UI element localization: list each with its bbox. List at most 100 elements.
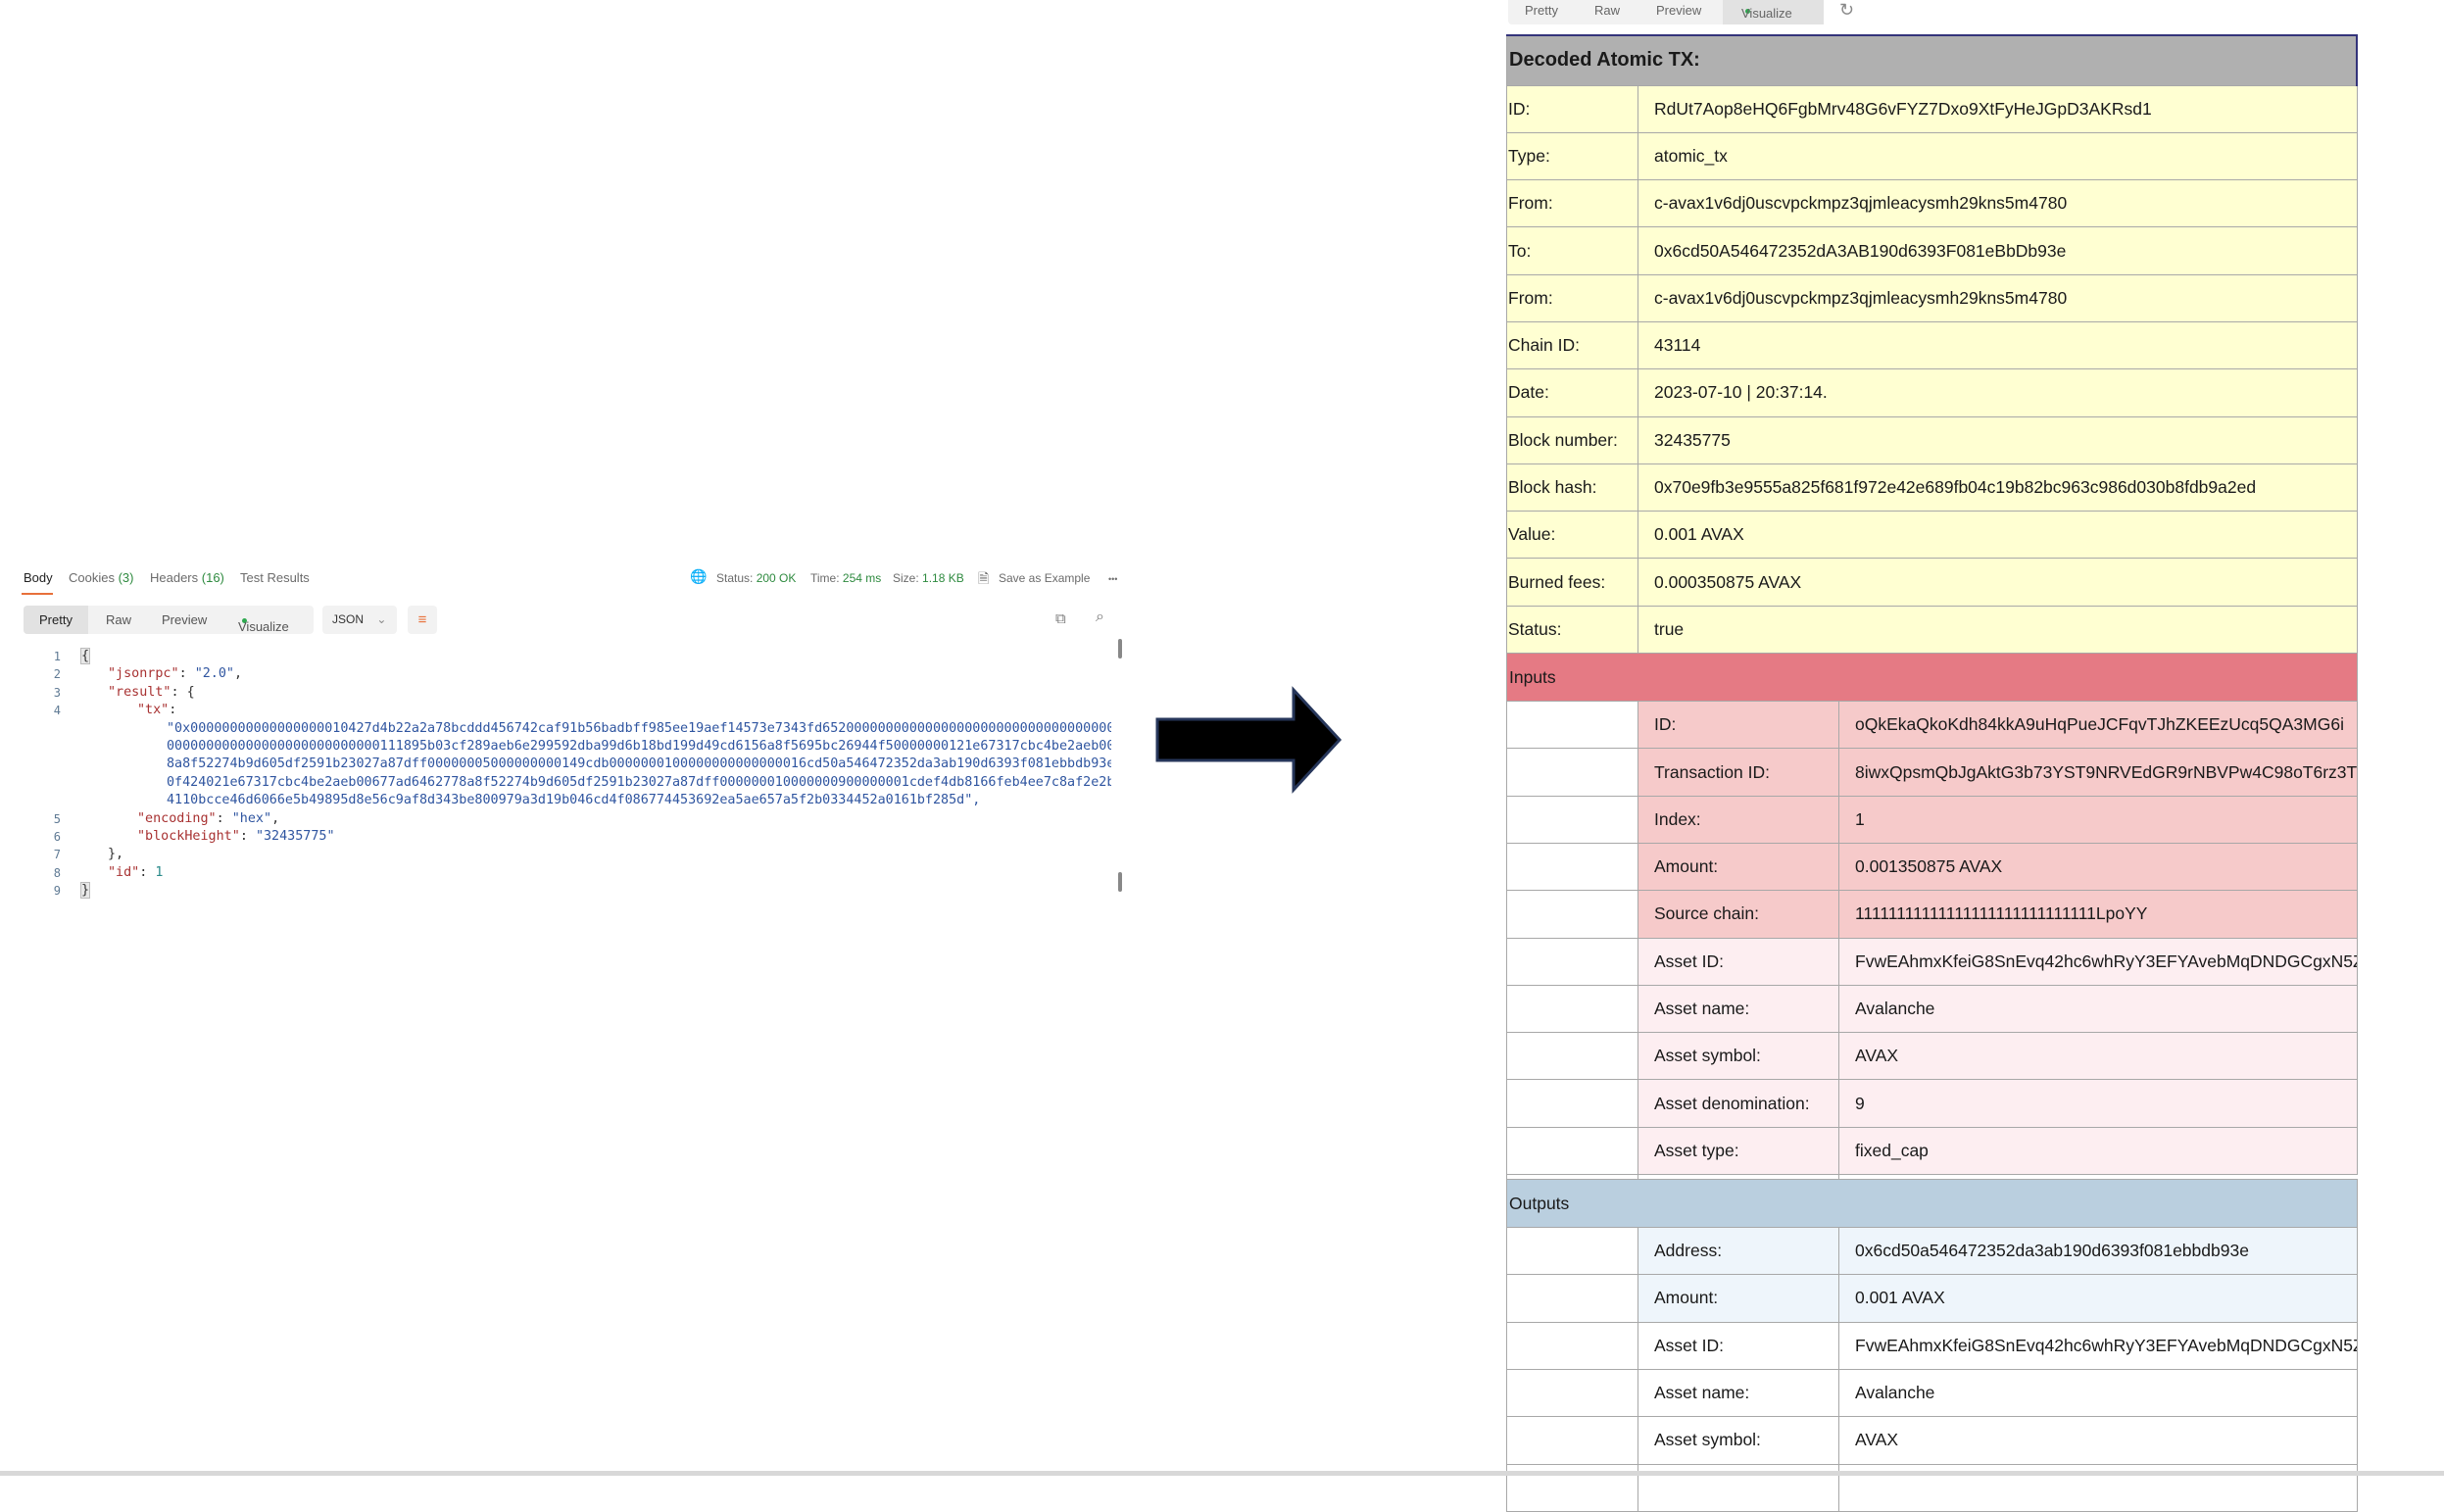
field-label: Type: [1506,131,1638,181]
field-value: 43114 [1637,320,2358,370]
tab-label: Test Results [240,570,310,585]
table-row: From: c-avax1v6dj0uscvpckmpz3qjmleacysmh2… [1506,273,2358,322]
field-value: 0x70e9fb3e9555a825f681f972e42e689fb04c19… [1637,463,2358,512]
table-row: Block number: 32435775 [1506,415,2358,464]
tab-headers[interactable]: Headers (16) [150,570,224,585]
field-value: Avalanche [1838,984,2358,1034]
network-globe-icon[interactable]: 🌐 [690,568,708,584]
field-value: AVAX [1838,1416,2358,1465]
view-raw[interactable]: Raw [1594,3,1621,18]
size-label: Size: [893,571,919,585]
scrollbar-thumb-bottom[interactable] [1118,872,1122,892]
status-label: Status: [716,571,754,585]
field-value: 0.001 AVAX [1838,1274,2358,1323]
field-value: true [1637,605,2358,655]
line-number: 7 [53,848,61,862]
tab-body[interactable]: Body [24,570,53,585]
view-visualize[interactable]: Visualize [1741,3,1792,21]
table-row: Asset symbol: AVAX [1506,1416,2358,1465]
inputs-section-header: Inputs [1506,653,2358,703]
json-punctuation: : [139,864,156,880]
format-label: JSON [332,612,365,626]
view-preview[interactable]: Preview [162,612,208,627]
selected-view-highlight [24,606,88,634]
json-punctuation: : { [171,684,195,700]
field-value: fixed_cap [1838,1126,2358,1176]
visualize-view-switcher: Pretty Raw Preview Visualize [1508,0,1824,24]
search-icon[interactable]: ⌕ [1096,609,1104,625]
table-row: Amount: 0.001350875 AVAX [1506,842,2358,892]
inputs-section-header-row: Inputs [1506,653,2358,703]
indent-cell [1506,842,1638,892]
gap-cell [1637,1174,1839,1180]
indent-cell [1506,1416,1638,1465]
chevron-down-icon: ⌄ [376,612,387,626]
selected-view-highlight [1723,0,1824,24]
horizontal-scrollbar[interactable] [0,1471,2444,1476]
wrap-lines-icon[interactable]: ≡ [408,606,437,634]
active-dot-icon [242,618,247,624]
code-line: "0x00000000000000000010427d4b22a2a78bcdd… [167,720,1111,738]
json-punctuation: } [79,882,91,900]
save-as-example-button[interactable]: Save as Example [999,571,1090,585]
field-label: Asset ID: [1637,1321,1839,1370]
field-value: 0.001350875 AVAX [1838,842,2358,892]
table-row: ID: RdUt7Aop8eHQ6FgbMrv48G6vFYZ7Dxo9XtFyH… [1506,84,2358,133]
table-row: Status: true [1506,605,2358,655]
table-row: Asset denomination: 9 [1506,1079,2358,1128]
indent-cell [1506,1227,1638,1276]
table-row: Index: 1 [1506,795,2358,844]
copy-icon[interactable]: ⧉ [1055,610,1066,627]
table-row: Source chain: 111111111111111111111111111… [1506,890,2358,939]
scrollbar-thumb-top[interactable] [1118,639,1122,658]
indent-cell [1506,1321,1638,1370]
view-visualize-label: Visualize [238,619,289,634]
table-row: ID: oQkEkaQkoKdh84kkA9uHqPueJCFqvTJhZKEEz… [1506,701,2358,750]
field-label: Address: [1637,1227,1839,1276]
field-label: Chain ID: [1506,320,1638,370]
json-string: 4110bcce46d6066e5b49895d8e56c9af8d343be8… [167,793,981,808]
more-options-icon[interactable]: ••• [1108,574,1118,584]
field-label: Asset symbol: [1637,1032,1839,1081]
view-pretty[interactable]: Pretty [39,612,73,627]
field-value: 0.001 AVAX [1637,511,2358,560]
indent-cell [1506,890,1638,939]
line-number: 3 [53,685,61,700]
right-arrow-icon [1155,686,1343,794]
table-row: From: c-avax1v6dj0uscvpckmpz3qjmleacysmh2… [1506,179,2358,228]
json-punctuation: : [239,829,256,844]
size-value: 1.18 KB [922,571,964,585]
refresh-icon[interactable]: ↻ [1839,0,1855,20]
table-title: Decoded Atomic TX: [1506,34,2358,86]
tab-test-results[interactable]: Test Results [240,570,310,585]
table-row: Burned fees: 0.000350875 AVAX [1506,558,2358,607]
decoded-tx-table: Decoded Atomic TX: ID: RdUt7Aop8eHQ6FgbMr… [1506,34,2358,1512]
json-string: 8a8f52274b9d605df2591b23027a87dff0000000… [167,756,1111,772]
line-number: 5 [53,811,61,826]
view-visualize[interactable]: Visualize [238,612,289,634]
field-value: 9 [1838,1079,2358,1128]
indent-cell [1506,748,1638,797]
json-string: "0x00000000000000000010427d4b22a2a78bcdd… [167,720,1111,736]
field-label: From: [1506,179,1638,228]
field-label: Asset name: [1637,984,1839,1034]
view-raw[interactable]: Raw [106,612,132,627]
time-label: Time: [810,571,840,585]
table-row: Asset name: Avalanche [1506,1368,2358,1418]
view-preview[interactable]: Preview [1656,3,1702,18]
json-key: "id" [108,864,140,880]
code-line: "tx": [137,702,176,719]
json-punctuation: }, [108,847,124,862]
view-pretty[interactable]: Pretty [1525,3,1558,18]
json-punctuation: , [234,666,243,682]
field-value: atomic_tx [1637,131,2358,181]
tab-label: Body [24,570,53,585]
tab-cookies[interactable]: Cookies (3) [69,570,133,585]
tab-label: Cookies [69,570,115,585]
table-row: Transaction ID: 8iwxQpsmQbJgAktG3b73YST9N… [1506,748,2358,797]
field-value: 8iwxQpsmQbJgAktG3b73YST9NRVEdGR9rNBVPw4C… [1838,748,2358,797]
code-line: 8a8f52274b9d605df2591b23027a87dff0000000… [167,756,1111,773]
line-number [39,756,61,773]
line-number [39,720,61,738]
format-dropdown[interactable]: JSON ⌄ [322,606,397,634]
